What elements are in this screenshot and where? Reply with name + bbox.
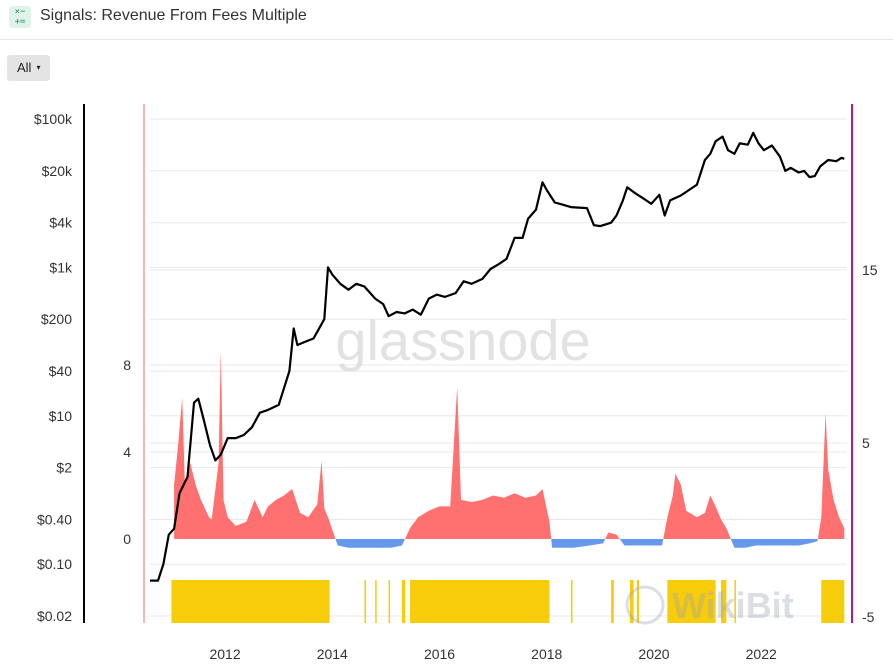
chart-header: ×− += Signals: Revenue From Fees Multiple bbox=[0, 0, 893, 40]
multiple-tick-label: 8 bbox=[123, 357, 131, 373]
x-tick-label: 2012 bbox=[209, 646, 240, 662]
right-tick-label: 5 bbox=[862, 435, 870, 451]
price-tick-label: $2 bbox=[56, 460, 72, 476]
signal-bar bbox=[410, 580, 550, 623]
price-tick-label: $100k bbox=[34, 111, 73, 127]
price-line bbox=[150, 131, 845, 582]
multiple-tick-label: 0 bbox=[123, 531, 131, 547]
page-title: Signals: Revenue From Fees Multiple bbox=[40, 7, 307, 24]
signal-bar bbox=[375, 580, 377, 623]
price-tick-label: $10 bbox=[49, 408, 73, 424]
wikibit-logo-icon bbox=[625, 585, 665, 625]
right-tick-label: -5 bbox=[862, 609, 875, 625]
calculator-icon: ×− += bbox=[9, 6, 31, 28]
price-tick-label: $200 bbox=[41, 311, 72, 327]
fees-multiple-positive-area bbox=[174, 349, 845, 539]
fees-multiple-series bbox=[174, 349, 845, 548]
wikibit-watermark: WikiBit bbox=[625, 585, 794, 626]
signal-bar bbox=[667, 580, 716, 623]
price-tick-label: $0.40 bbox=[37, 511, 72, 527]
x-tick-label: 2020 bbox=[638, 646, 669, 662]
price-series bbox=[150, 131, 845, 582]
price-tick-label: $1k bbox=[49, 259, 73, 275]
multiple-tick-label: 4 bbox=[123, 444, 131, 460]
range-select-button[interactable]: All ▾ bbox=[7, 55, 51, 81]
signal-bar bbox=[821, 580, 845, 623]
wikibit-watermark-text: WikiBit bbox=[672, 585, 794, 626]
x-tick-label: 2014 bbox=[317, 646, 348, 662]
signal-band bbox=[171, 580, 845, 623]
chevron-down-icon: ▾ bbox=[36, 63, 41, 72]
signal-bar bbox=[721, 580, 727, 623]
price-tick-label: $0.02 bbox=[37, 608, 72, 624]
signal-bar bbox=[734, 580, 736, 623]
x-tick-label: 2022 bbox=[746, 646, 777, 662]
price-tick-label: $40 bbox=[49, 363, 73, 379]
signal-bar bbox=[629, 580, 634, 623]
price-tick-label: $0.10 bbox=[37, 556, 72, 572]
range-select-label: All bbox=[17, 60, 32, 75]
signal-bar bbox=[401, 580, 406, 623]
signal-bar bbox=[171, 580, 330, 623]
x-tick-label: 2016 bbox=[424, 646, 455, 662]
signal-bar bbox=[388, 580, 391, 623]
price-tick-label: $20k bbox=[42, 163, 73, 179]
axes: $100k $20k $4k $1k $200 $40 $10 $2 $0.40 $0.10 $0.… bbox=[34, 104, 878, 662]
signal-bar bbox=[636, 580, 639, 623]
signal-bar bbox=[570, 580, 573, 623]
x-tick-label: 2018 bbox=[531, 646, 562, 662]
signal-bar bbox=[611, 580, 614, 623]
price-tick-label: $4k bbox=[49, 215, 73, 231]
fees-multiple-negative-area bbox=[174, 539, 845, 548]
right-tick-label: 15 bbox=[862, 262, 878, 278]
glassnode-watermark: glassnode bbox=[335, 309, 590, 372]
signal-bar bbox=[364, 580, 367, 623]
